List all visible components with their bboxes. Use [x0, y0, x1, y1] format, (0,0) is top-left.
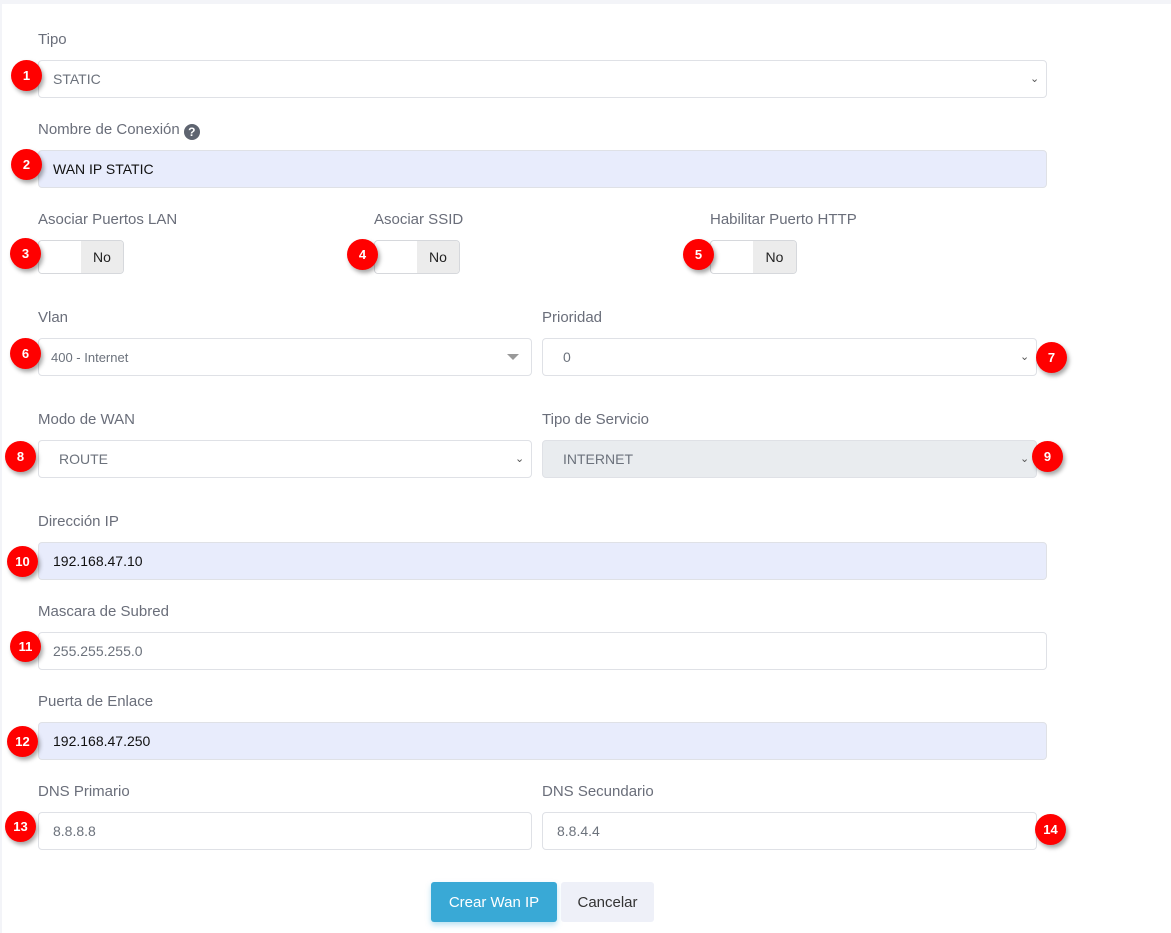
chevron-down-icon: ⌄	[1030, 73, 1040, 85]
badge: 10	[7, 546, 38, 577]
badge: 8	[5, 441, 36, 472]
badge: 6	[10, 338, 41, 369]
vlan-value: 400 - Internet	[51, 349, 129, 365]
asociar-ssid-toggle[interactable]: No	[374, 240, 460, 274]
toggle-state: No	[417, 241, 459, 273]
modo-wan-select[interactable]: ROUTE ⌄	[38, 440, 532, 478]
ip-label: Dirección IP	[38, 513, 119, 530]
modo-wan-label: Modo de WAN	[38, 411, 135, 428]
http-toggle[interactable]: No	[710, 240, 797, 274]
badge: 4	[347, 239, 378, 270]
tipo-value: STATIC	[53, 71, 101, 87]
asociar-lan-toggle[interactable]: No	[38, 240, 124, 274]
prioridad-value: 0	[563, 349, 571, 365]
vlan-label: Vlan	[38, 309, 69, 326]
dns1-label: DNS Primario	[38, 783, 130, 800]
nombre-label: Nombre de Conexión?	[38, 121, 200, 140]
dns1-input[interactable]: 8.8.8.8	[38, 812, 532, 850]
tipo-servicio-label: Tipo de Servicio	[542, 411, 649, 428]
nombre-input[interactable]: WAN IP STATIC	[38, 150, 1047, 188]
badge: 3	[10, 238, 41, 269]
create-button[interactable]: Crear Wan IP	[431, 882, 557, 922]
tipo-servicio-select: INTERNET ⌄	[542, 440, 1037, 478]
prioridad-label: Prioridad	[542, 309, 603, 326]
prioridad-select[interactable]: 0 ⌄	[542, 338, 1037, 376]
toggle-state: No	[753, 241, 796, 273]
badge: 1	[11, 60, 42, 91]
badge: 7	[1036, 342, 1067, 373]
badge: 5	[683, 239, 714, 270]
tipo-label: Tipo	[38, 31, 67, 48]
http-label: Habilitar Puerto HTTP	[710, 211, 857, 228]
badge: 11	[10, 631, 41, 662]
puerta-label: Puerta de Enlace	[38, 693, 154, 710]
chevron-down-icon: ⌄	[1020, 453, 1030, 465]
mascara-input[interactable]: 255.255.255.0	[38, 632, 1047, 670]
vlan-select[interactable]: 400 - Internet	[38, 338, 532, 376]
modo-wan-value: ROUTE	[59, 451, 108, 467]
nombre-label-text: Nombre de Conexión	[38, 121, 180, 138]
badge: 13	[5, 811, 36, 842]
chevron-down-icon: ⌄	[515, 453, 525, 465]
dns2-label: DNS Secundario	[542, 783, 654, 800]
badge: 9	[1032, 441, 1063, 472]
mascara-label: Mascara de Subred	[38, 603, 169, 620]
caret-down-icon	[507, 354, 519, 360]
asociar-lan-label: Asociar Puertos LAN	[38, 211, 178, 228]
puerta-input[interactable]: 192.168.47.250	[38, 722, 1047, 760]
ip-input[interactable]: 192.168.47.10	[38, 542, 1047, 580]
tipo-servicio-value: INTERNET	[563, 451, 633, 467]
toggle-state: No	[81, 241, 123, 273]
help-icon[interactable]: ?	[183, 124, 200, 140]
dns2-input[interactable]: 8.8.4.4	[542, 812, 1037, 850]
badge: 14	[1035, 814, 1066, 845]
badge: 12	[7, 726, 38, 757]
asociar-ssid-label: Asociar SSID	[374, 211, 464, 228]
tipo-select[interactable]: STATIC ⌄	[38, 60, 1047, 98]
cancel-button[interactable]: Cancelar	[561, 882, 654, 922]
chevron-down-icon: ⌄	[1020, 351, 1030, 363]
badge: 2	[11, 149, 42, 180]
